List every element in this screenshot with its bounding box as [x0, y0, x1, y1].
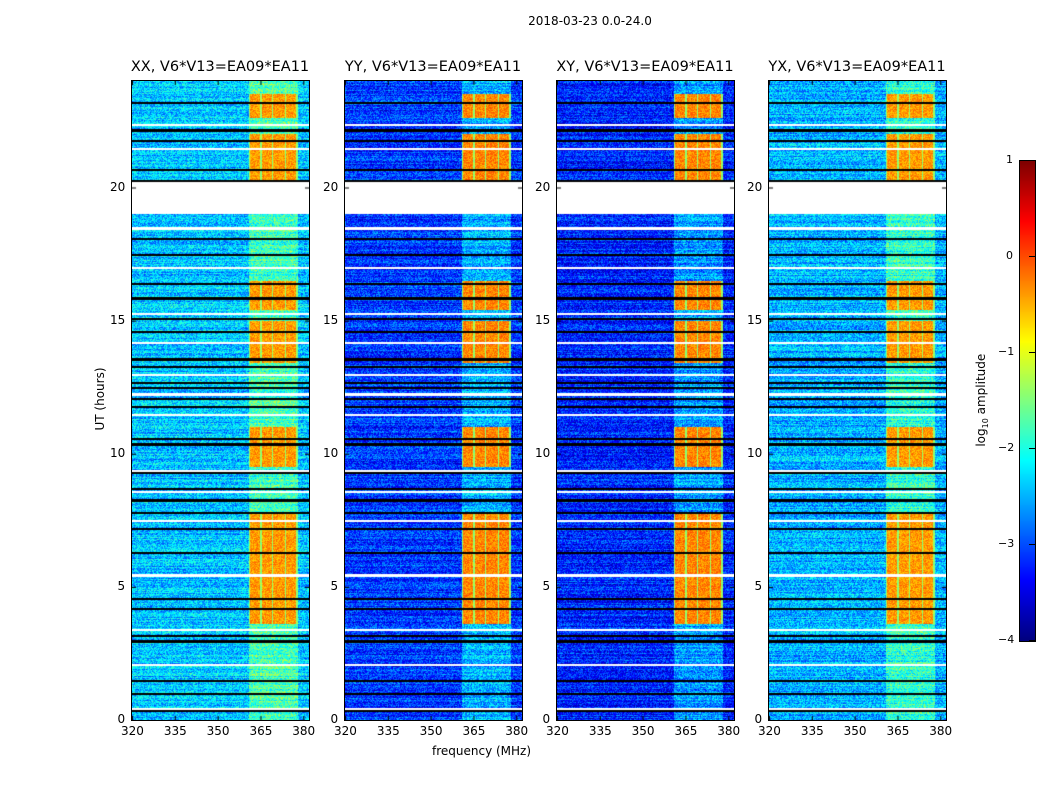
colorbar-tick	[1029, 448, 1035, 449]
panel-title-xx: XX, V6*V13=EA09*EA11	[130, 59, 310, 75]
heatmap-canvas-xx	[132, 81, 309, 720]
heatmap-canvas-xy	[557, 81, 734, 720]
x-tick-label: 335	[163, 724, 187, 738]
colorbar-tick-label: 1	[1006, 153, 1013, 166]
x-tick-label: 350	[419, 724, 443, 738]
y-tick-label: 0	[542, 712, 551, 726]
heatmap-canvas-yy	[345, 81, 522, 720]
x-tick-label: 320	[758, 724, 781, 738]
x-tick-label: 350	[631, 724, 655, 738]
colorbar-tick	[1029, 160, 1035, 161]
colorbar-label-rest: amplitude	[973, 353, 988, 419]
x-tick-label: 350	[843, 724, 867, 738]
y-tick-label: 20	[535, 179, 551, 194]
y-tick-label: 5	[754, 578, 763, 593]
y-tick-label: 15	[535, 312, 551, 327]
colorbar-tick	[1029, 352, 1035, 353]
x-tick-label: 380	[505, 724, 529, 738]
panel-title-xy: XY, V6*V13=EA09*EA11	[556, 59, 734, 75]
colorbar-tick-label: −3	[998, 537, 1015, 550]
y-tick-label: 0	[117, 712, 126, 726]
x-tick-label: 320	[121, 724, 144, 738]
x-tick-label: 350	[206, 724, 230, 738]
x-axis-label: frequency (MHz)	[432, 744, 532, 758]
colorbar-tick	[1029, 544, 1035, 545]
x-tick-label: 365	[886, 724, 910, 738]
x-tick-label: 335	[800, 724, 824, 738]
panel-title-yy: YY, V6*V13=EA09*EA11	[344, 59, 522, 75]
y-tick-label: 20	[110, 179, 126, 194]
heatmap-canvas-yx	[769, 81, 946, 720]
y-tick-label: 15	[747, 312, 763, 327]
x-tick-label: 380	[929, 724, 953, 738]
colorbar-tick	[1029, 256, 1035, 257]
y-tick-label: 10	[110, 445, 126, 460]
y-tick-label: 20	[747, 179, 763, 194]
y-tick-label: 5	[117, 578, 126, 593]
colorbar-tick-label: −4	[998, 633, 1015, 646]
colorbar-label-sub: 10	[981, 418, 991, 429]
colorbar-label-log: log	[973, 428, 988, 447]
x-tick-label: 320	[546, 724, 569, 738]
y-tick-label: 5	[330, 578, 339, 593]
figure-title: 2018-03-23 0.0-24.0	[528, 14, 652, 28]
heatmap-xy	[556, 80, 735, 721]
x-tick-label: 365	[462, 724, 486, 738]
colorbar-label: log10 amplitude	[974, 340, 990, 460]
y-tick-label: 10	[747, 445, 763, 460]
y-tick-label: 10	[535, 445, 551, 460]
colorbar	[1019, 160, 1036, 642]
y-tick-label: 15	[110, 312, 126, 327]
y-tick-label: 0	[330, 712, 339, 726]
x-tick-label: 335	[376, 724, 400, 738]
y-tick-label: 20	[323, 179, 339, 194]
x-tick-label: 380	[717, 724, 741, 738]
colorbar-gradient	[1020, 161, 1035, 641]
x-tick-label: 365	[674, 724, 698, 738]
x-tick-label: 365	[249, 724, 273, 738]
panel-title-yx: YX, V6*V13=EA09*EA11	[768, 59, 946, 75]
x-tick-label: 335	[588, 724, 612, 738]
colorbar-tick-label: 0	[1006, 249, 1013, 262]
y-tick-label: 5	[542, 578, 551, 593]
x-tick-label: 320	[334, 724, 357, 738]
heatmap-yy	[344, 80, 523, 721]
colorbar-tick-label: −1	[998, 345, 1015, 358]
x-tick-label: 380	[292, 724, 316, 738]
y-axis-label: UT (hours)	[93, 367, 107, 431]
colorbar-tick-label: −2	[998, 441, 1015, 454]
heatmap-xx	[131, 80, 310, 721]
y-tick-label: 10	[323, 445, 339, 460]
colorbar-tick	[1029, 640, 1035, 641]
heatmap-yx	[768, 80, 947, 721]
y-tick-label: 0	[754, 712, 763, 726]
y-tick-label: 15	[323, 312, 339, 327]
